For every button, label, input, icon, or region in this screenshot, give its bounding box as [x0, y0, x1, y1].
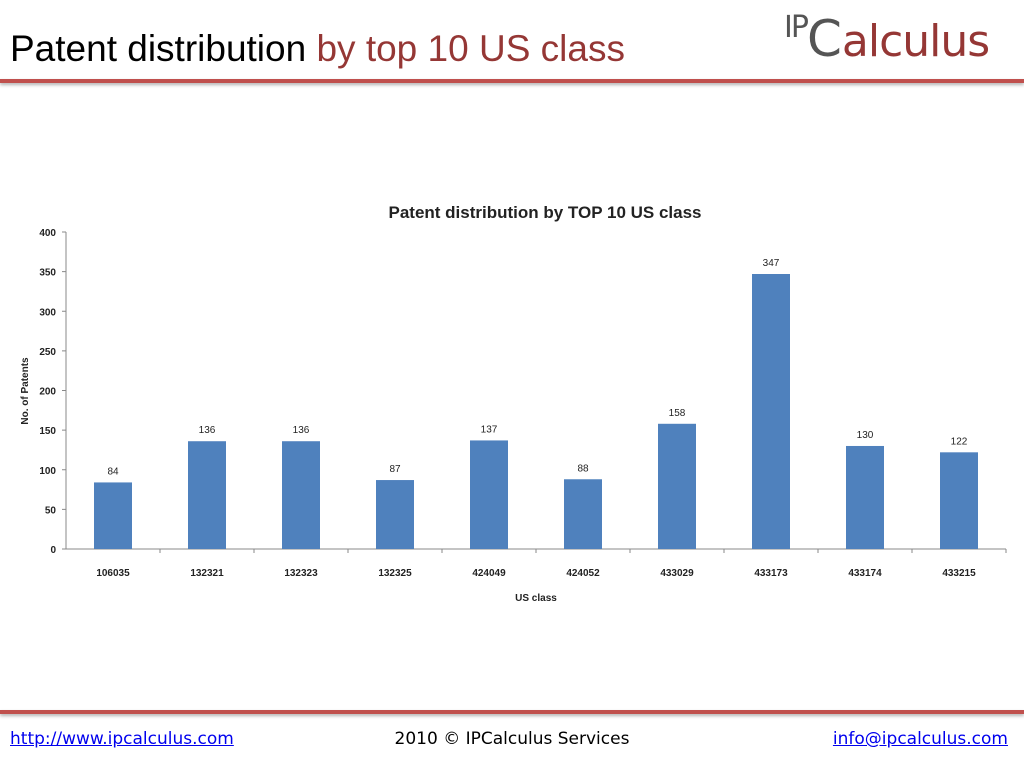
x-axis-label: US class [515, 593, 557, 604]
email-link[interactable]: info@ipcalculus.com [832, 729, 1008, 749]
footer-copyright: 2010 © IPCalculus Services [394, 729, 630, 749]
y-tick-label: 250 [39, 347, 56, 358]
x-tick-label: 433215 [942, 568, 976, 579]
y-tick-label: 150 [39, 426, 56, 437]
x-tick-label: 424052 [566, 568, 600, 579]
x-tick-label: 132323 [284, 568, 318, 579]
data-label: 88 [577, 463, 589, 474]
bar-424049 [470, 440, 508, 549]
bar-132323 [282, 441, 320, 549]
y-tick-label: 200 [39, 387, 56, 398]
x-tick-label: 433174 [848, 568, 882, 579]
x-tick-label: 433029 [660, 568, 694, 579]
footer-divider [0, 710, 1024, 714]
slide-title: Patent distribution by top 10 US class [10, 28, 625, 70]
y-tick-label: 100 [39, 466, 56, 477]
bar-433215 [940, 452, 978, 549]
footer-url-container: http://www.ipcalculus.com [10, 729, 234, 749]
y-tick-label: 400 [39, 228, 56, 239]
data-label: 136 [199, 425, 216, 436]
title-accent: by top 10 US class [316, 28, 625, 69]
ipcalculus-logo: IPCalculus [784, 10, 990, 68]
bar-433173 [752, 274, 790, 549]
title-main: Patent distribution [10, 28, 307, 69]
data-label: 137 [481, 424, 498, 435]
website-link[interactable]: http://www.ipcalculus.com [10, 729, 234, 749]
data-label: 130 [857, 430, 874, 441]
data-label: 84 [107, 466, 119, 477]
x-tick-label: 132325 [378, 568, 412, 579]
y-axis-label: No. of Patents [20, 357, 31, 425]
data-label: 158 [669, 408, 686, 419]
x-tick-label: 433173 [754, 568, 788, 579]
chart-title: Patent distribution by TOP 10 US class [388, 203, 701, 222]
footer-email-container: info@ipcalculus.com [833, 729, 1008, 749]
y-tick-label: 300 [39, 307, 56, 318]
bar-132325 [376, 480, 414, 549]
bar-433029 [658, 423, 696, 549]
bar-132321 [188, 441, 226, 549]
data-label: 347 [763, 258, 780, 269]
data-label: 136 [293, 425, 310, 436]
y-tick-label: 0 [50, 545, 56, 556]
x-tick-label: 106035 [96, 568, 130, 579]
x-tick-label: 132321 [190, 568, 224, 579]
data-label: 87 [389, 464, 401, 475]
header-divider [0, 79, 1024, 83]
bar-424052 [564, 479, 602, 549]
y-tick-label: 350 [39, 268, 56, 279]
bar-106035 [94, 482, 132, 549]
bar-433174 [846, 445, 884, 549]
y-tick-label: 50 [45, 505, 57, 516]
data-label: 122 [951, 436, 968, 447]
x-tick-label: 424049 [472, 568, 506, 579]
